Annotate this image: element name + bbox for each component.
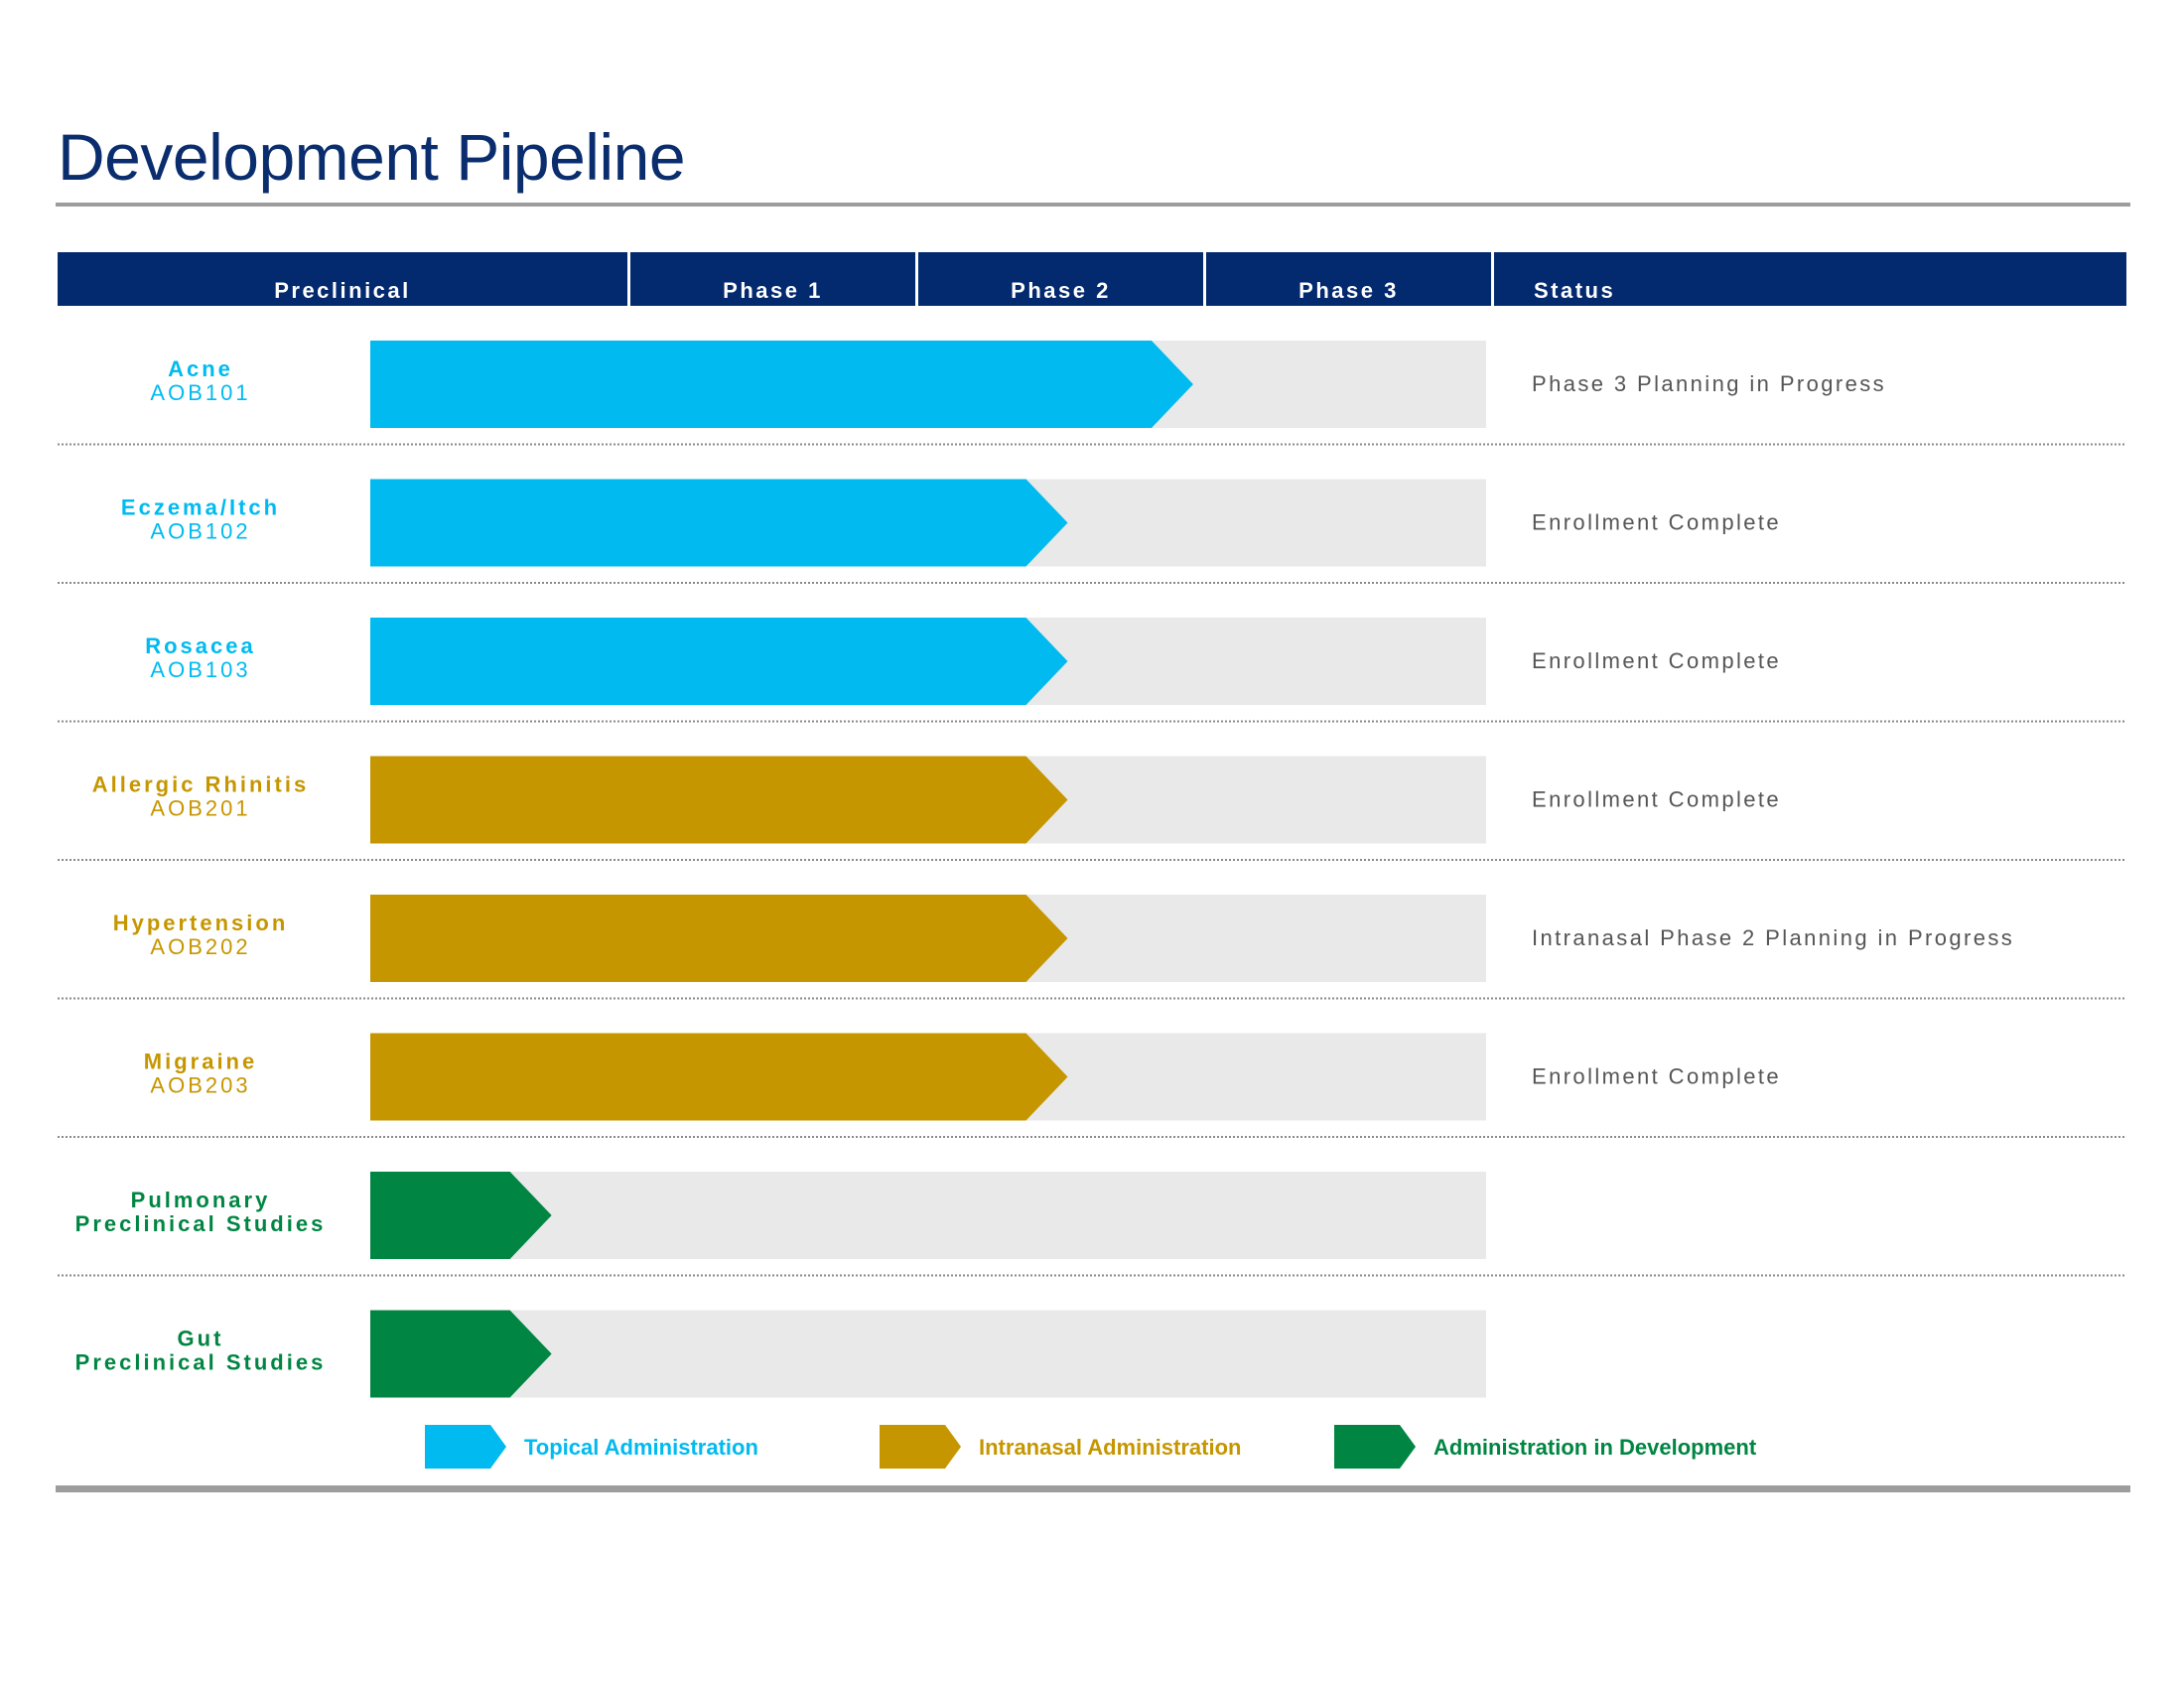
program-code: AOB203 [150,1073,250,1098]
program-status: Enrollment Complete [1532,1064,1781,1089]
program-status: Phase 3 Planning in Progress [1532,371,1886,396]
program-indication: Pulmonary [131,1188,271,1212]
pipeline-header: Preclinical Phase 1 Phase 2 Phase 3 Stat… [58,252,2126,306]
progress-arrow-aob201 [370,756,1068,844]
legend-topical-arrow-icon [425,1425,506,1469]
program-indication: Rosacea [145,633,256,658]
title-divider [56,203,2130,207]
pipeline-track [370,1172,1486,1259]
legend-topical-label: Topical Administration [524,1435,758,1460]
program-indication: Eczema/Itch [121,495,280,520]
program-code: AOB202 [150,934,250,959]
legend-intranasal-label: Intranasal Administration [979,1435,1242,1460]
progress-arrow-aob203 [370,1033,1068,1121]
progress-arrow-aob103 [370,618,1068,705]
legend-intranasal-arrow-icon [880,1425,961,1469]
page-title: Development Pipeline [58,120,686,194]
bottom-divider [56,1485,2130,1492]
program-indication: Migraine [144,1050,257,1074]
progress-arrow-aob101 [370,341,1193,428]
program-code: Preclinical Studies [75,1211,327,1236]
program-indication: Hypertension [113,911,289,935]
header-phase-1: Phase 1 [630,252,915,306]
program-status: Enrollment Complete [1532,648,1781,673]
progress-arrow-preclinical-studies [370,1310,552,1398]
program-status: Intranasal Phase 2 Planning in Progress [1532,925,2014,950]
header-phase-2: Phase 2 [918,252,1203,306]
legend-development-arrow-icon [1334,1425,1416,1469]
program-status: Enrollment Complete [1532,510,1781,535]
program-status: Enrollment Complete [1532,787,1781,812]
program-indication: Gut [178,1327,224,1351]
program-code: AOB201 [150,796,250,821]
program-code: AOB101 [150,380,250,405]
legend-development-label: Administration in Development [1433,1435,1757,1460]
progress-arrow-preclinical-studies [370,1172,552,1259]
program-code: AOB102 [150,519,250,544]
program-indication: Allergic Rhinitis [92,773,309,797]
header-status: Status [1494,252,2126,306]
program-code: Preclinical Studies [75,1350,327,1375]
progress-arrow-aob202 [370,895,1068,982]
header-preclinical: Preclinical [58,252,627,306]
pipeline-track [370,1310,1486,1398]
header-phase-3: Phase 3 [1206,252,1491,306]
progress-arrow-aob102 [370,479,1068,567]
program-code: AOB103 [150,657,250,682]
program-indication: Acne [168,356,233,381]
